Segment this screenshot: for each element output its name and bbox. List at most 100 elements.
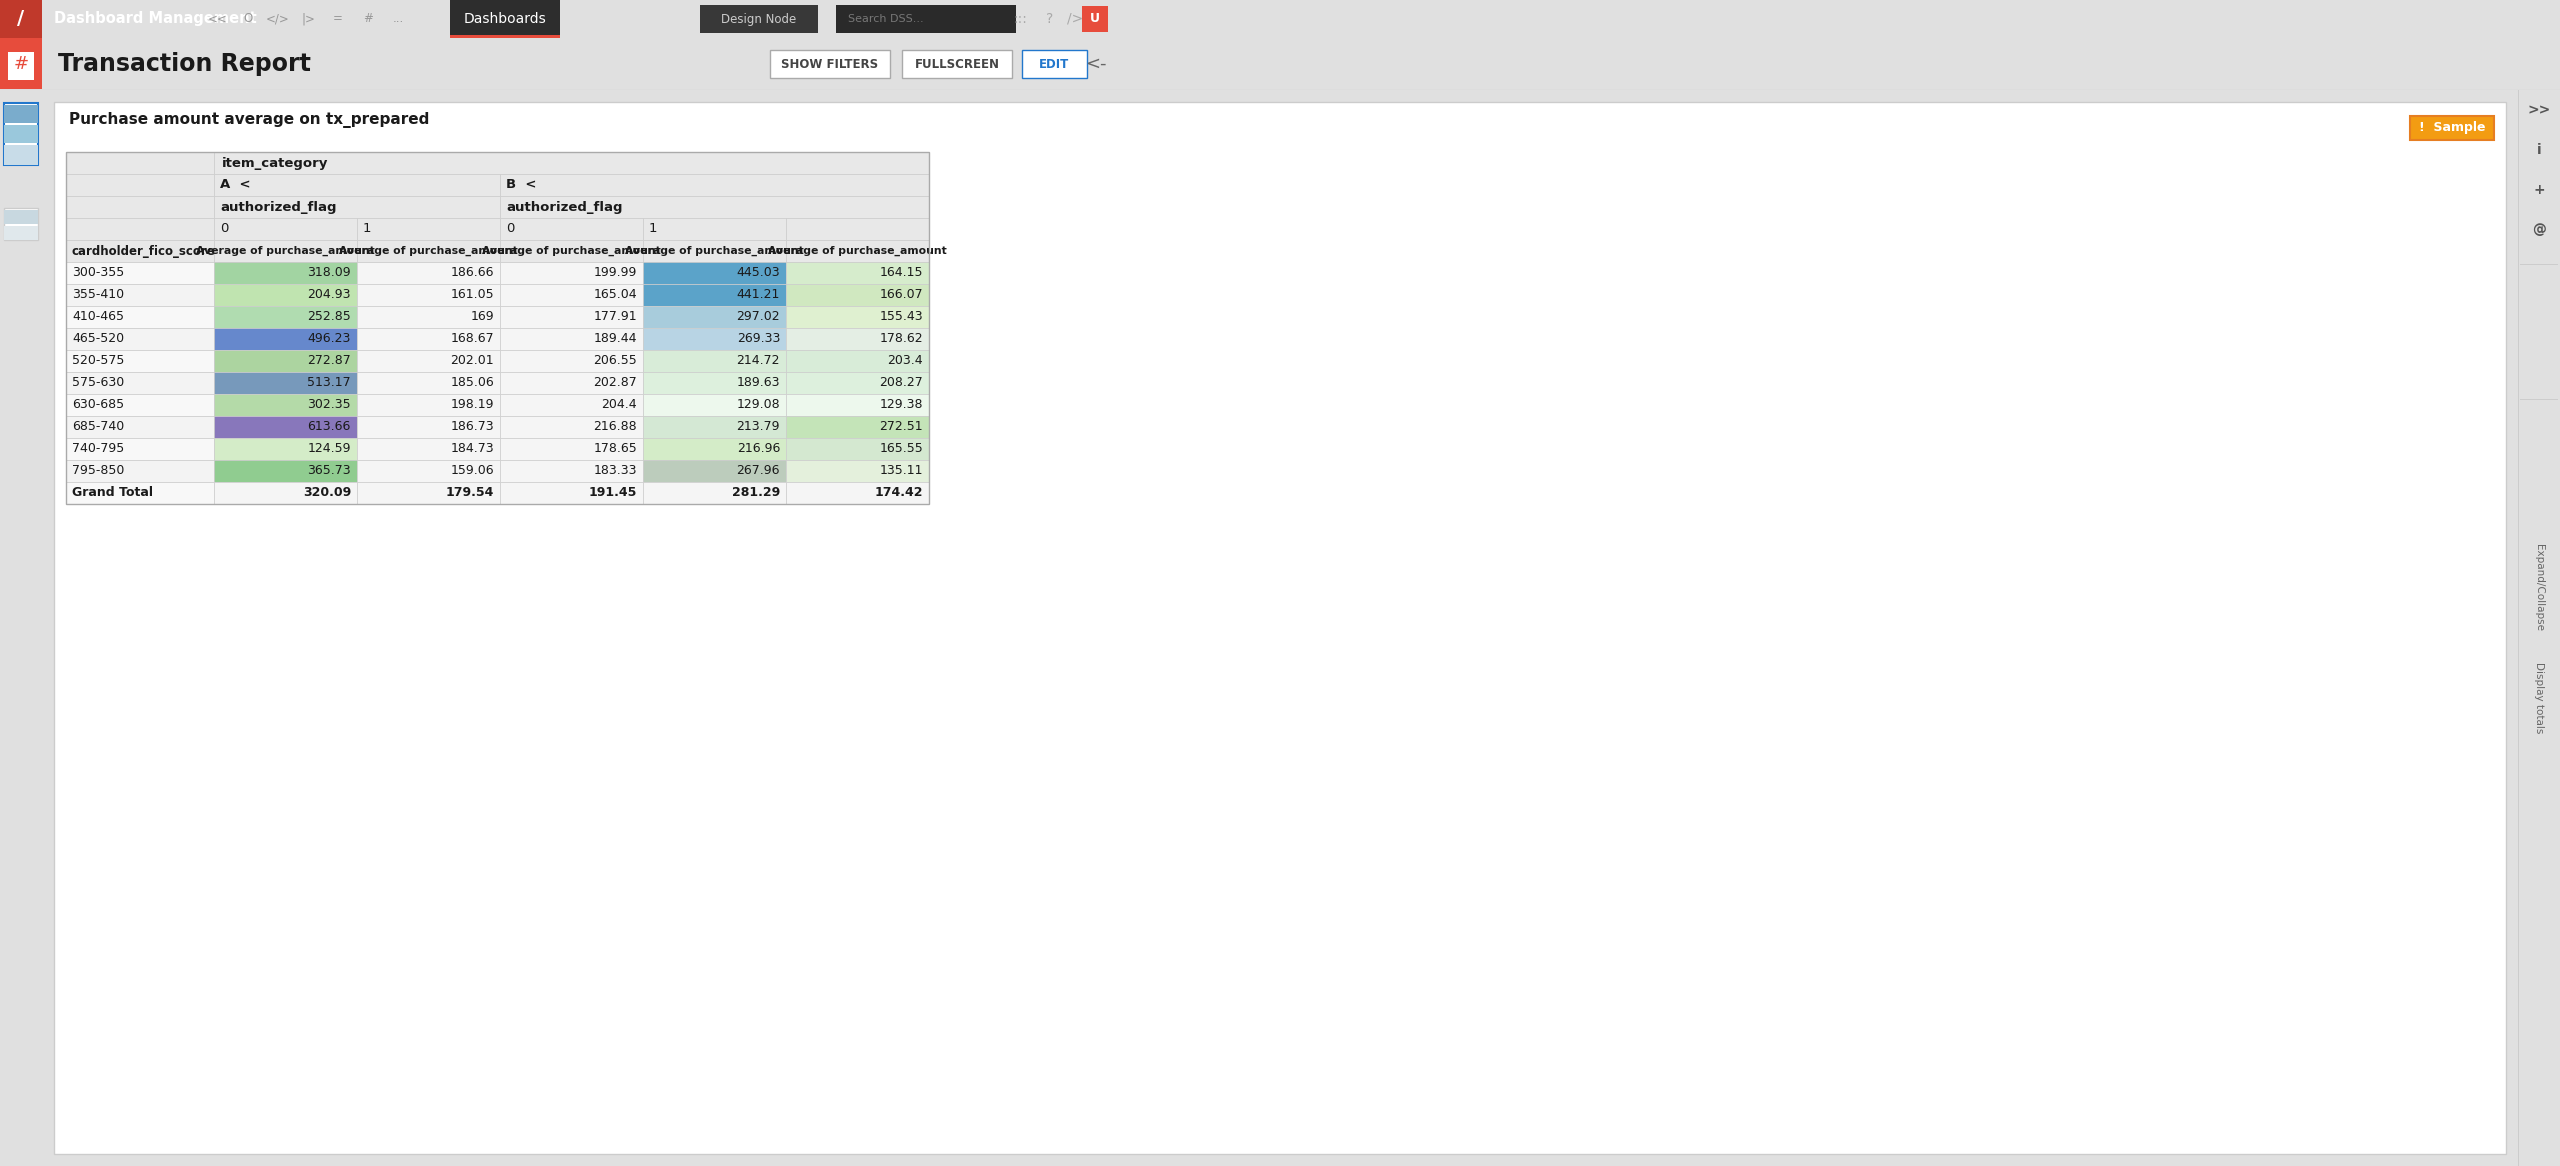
Text: <<: << [207,13,228,26]
Text: Design Node: Design Node [722,13,796,26]
Bar [643,262,786,285]
Text: 165.55: 165.55 [878,443,924,456]
Bar [786,285,929,305]
Text: 179.54: 179.54 [445,486,494,499]
Text: 272.51: 272.51 [881,421,924,434]
Bar [499,394,643,416]
Text: 575-630: 575-630 [72,377,125,389]
Text: cardholder_fico_score: cardholder_fico_score [72,245,215,258]
Text: 465-520: 465-520 [72,332,123,345]
Text: 135.11: 135.11 [881,464,924,478]
Text: 281.29: 281.29 [732,486,781,499]
Bar [356,394,499,416]
Bar [356,328,499,350]
Bar [499,305,643,328]
Text: 252.85: 252.85 [307,310,351,323]
Text: 204.4: 204.4 [602,399,637,412]
Bar [837,5,1016,33]
Bar [356,372,499,394]
Bar [786,305,929,328]
Bar [356,438,499,461]
Text: :::: ::: [1014,12,1027,26]
Bar [5,125,38,143]
Bar [356,461,499,482]
Bar [8,52,33,80]
Text: 189.44: 189.44 [594,332,637,345]
Text: Expand/Collapse: Expand/Collapse [2534,545,2545,632]
Bar [67,174,215,196]
Text: U: U [1091,13,1101,26]
Text: /: / [18,9,26,28]
Text: 168.67: 168.67 [451,332,494,345]
Bar [215,461,356,482]
Bar [643,394,786,416]
Bar [643,328,786,350]
Text: 203.4: 203.4 [888,354,924,367]
Text: Average of purchase_amount: Average of purchase_amount [338,246,517,257]
Bar [1021,50,1088,78]
Bar [786,350,929,372]
Bar [786,372,929,394]
Bar [5,105,38,122]
Bar [67,218,215,240]
Bar [499,482,643,504]
Text: 174.42: 174.42 [876,486,924,499]
Text: 795-850: 795-850 [72,464,125,478]
Bar [67,482,215,504]
Text: 216.96: 216.96 [737,443,781,456]
Text: authorized_flag: authorized_flag [507,201,622,213]
Bar [499,174,929,196]
Bar [67,240,215,262]
Text: 161.05: 161.05 [451,288,494,302]
Bar [215,152,929,174]
Text: A  <: A < [220,178,251,191]
Text: 186.66: 186.66 [451,267,494,280]
Text: 186.73: 186.73 [451,421,494,434]
Bar [356,240,499,262]
Text: 1: 1 [650,223,658,236]
Bar [67,372,215,394]
Bar [67,152,215,174]
Text: 0: 0 [507,223,515,236]
Bar [356,305,499,328]
Text: 199.99: 199.99 [594,267,637,280]
Text: 129.08: 129.08 [737,399,781,412]
Bar [643,240,786,262]
Text: Average of purchase_amount: Average of purchase_amount [481,246,660,257]
Text: Display totals: Display totals [2534,662,2545,733]
Text: Average of purchase_amount: Average of purchase_amount [197,246,374,257]
Bar [67,394,215,416]
Bar [499,350,643,372]
Bar [5,226,38,240]
Text: />: /> [1068,12,1083,26]
Bar [67,328,215,350]
Text: 302.35: 302.35 [307,399,351,412]
Text: 297.02: 297.02 [737,310,781,323]
Bar [215,285,356,305]
Text: 129.38: 129.38 [881,399,924,412]
Bar [786,461,929,482]
Text: Search DSS...: Search DSS... [847,14,924,24]
Bar [215,305,356,328]
Bar [215,372,356,394]
Text: 685-740: 685-740 [72,421,125,434]
Bar [786,416,929,438]
Text: 177.91: 177.91 [594,310,637,323]
Text: 183.33: 183.33 [594,464,637,478]
Text: 445.03: 445.03 [737,267,781,280]
Text: B  <: B < [507,178,538,191]
Text: 159.06: 159.06 [451,464,494,478]
Bar [643,305,786,328]
Text: 198.19: 198.19 [451,399,494,412]
Text: 208.27: 208.27 [878,377,924,389]
Text: Grand Total: Grand Total [72,486,154,499]
Bar [643,416,786,438]
Text: @: @ [2532,223,2547,237]
Text: 166.07: 166.07 [881,288,924,302]
Text: >>: >> [2527,103,2550,117]
Text: Dashboard Management: Dashboard Management [54,12,256,27]
Bar [5,145,38,166]
Text: Transaction Report: Transaction Report [59,52,310,76]
Bar [67,416,215,438]
Text: 318.09: 318.09 [307,267,351,280]
